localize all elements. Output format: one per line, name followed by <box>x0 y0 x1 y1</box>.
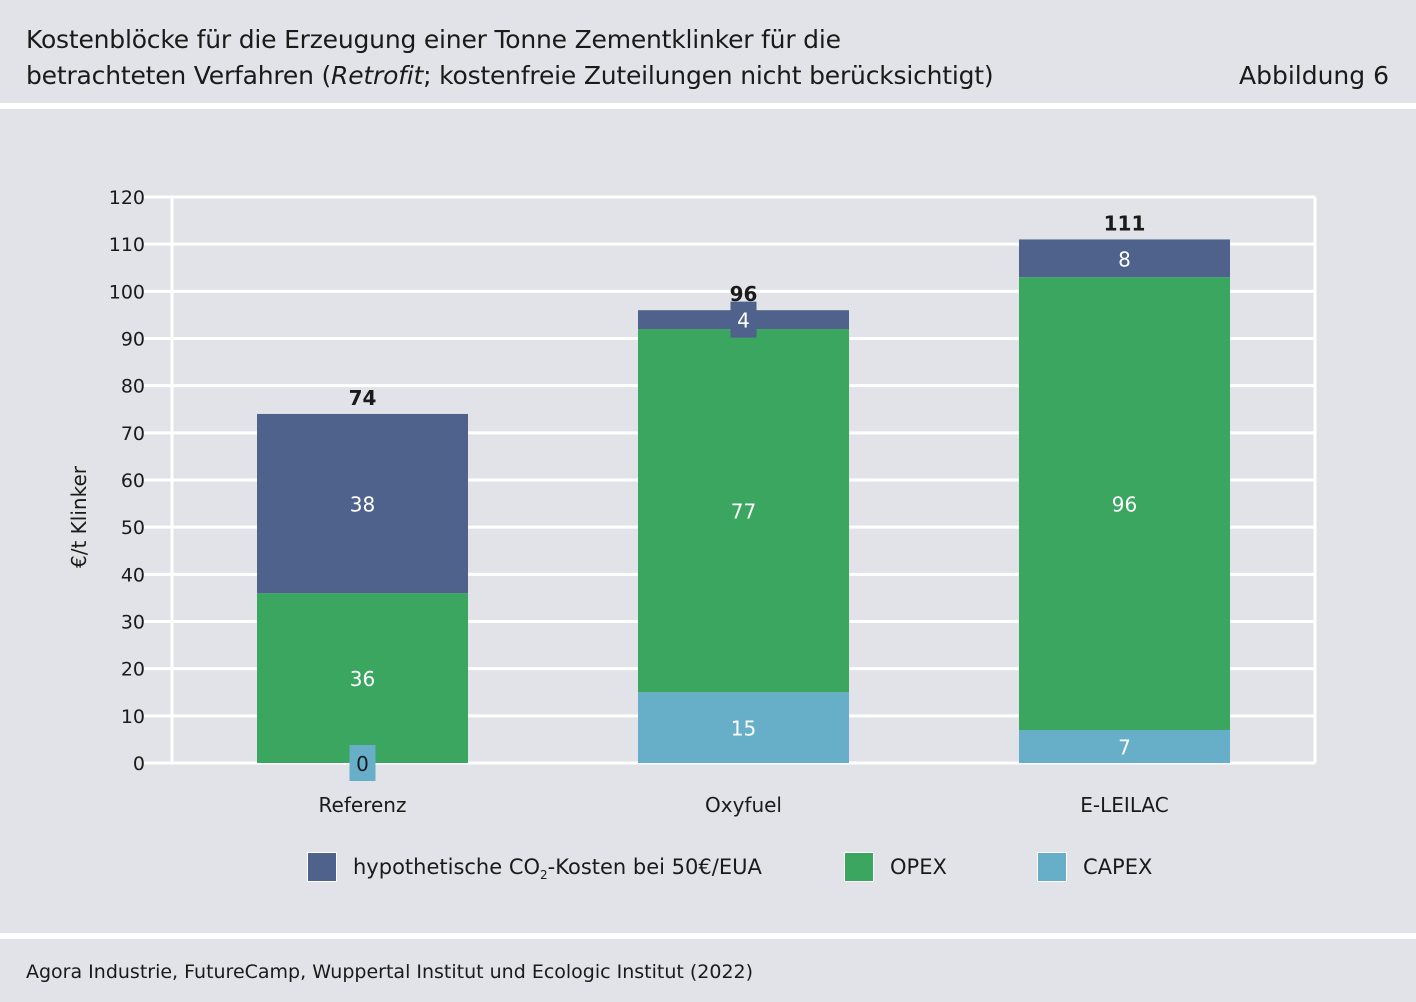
legend-co2-pre: hypothetische CO <box>353 855 541 879</box>
x-category-label: Referenz <box>319 793 407 817</box>
figure-number: Abbildung 6 <box>1238 61 1389 90</box>
bar-total-label: 111 <box>1104 211 1146 235</box>
x-category-label: E-LEILAC <box>1080 793 1168 817</box>
segment-value-label: 8 <box>1118 247 1131 271</box>
segment-value-label: 77 <box>731 500 756 524</box>
footer-band <box>0 939 1416 1002</box>
segment-value-label: 96 <box>1112 493 1137 517</box>
legend-co2-post: -Kosten bei 50€/EUA <box>547 855 762 879</box>
legend-label-opex: OPEX <box>890 855 947 879</box>
header-band <box>0 0 1416 103</box>
legend-swatch-opex <box>844 852 874 882</box>
legend-label-co2: hypothetische CO2-Kosten bei 50€/EUA <box>353 855 762 882</box>
y-tick-label: 90 <box>121 329 145 351</box>
y-tick-label: 30 <box>121 612 145 634</box>
y-tick-label: 80 <box>121 376 145 398</box>
y-tick-label: 20 <box>121 659 145 681</box>
y-tick-label: 50 <box>121 517 145 539</box>
legend-item-capex: CAPEX <box>1037 851 1152 883</box>
y-tick-label: 60 <box>121 470 145 492</box>
segment-value-label: 4 <box>737 309 750 333</box>
segment-value-label: 7 <box>1118 735 1131 759</box>
bar-segment <box>1019 239 1230 278</box>
y-tick-label: 40 <box>121 564 145 586</box>
bar-layer <box>257 239 1230 763</box>
label-layer: 01020304050607080901001101200363874Refer… <box>109 187 1169 817</box>
legend-label-capex: CAPEX <box>1083 855 1153 879</box>
bar-segment <box>638 329 849 693</box>
segment-value-label: 38 <box>350 493 375 517</box>
title-line-2-post: ; kostenfreie Zuteilungen nicht berücksi… <box>423 61 994 90</box>
title-line-2-italic: Retrofit <box>331 61 424 90</box>
title-line-1: Kostenblöcke für die Erzeugung einer Ton… <box>26 25 841 54</box>
segment-value-label: 36 <box>350 667 375 691</box>
bar-total-label: 74 <box>349 386 377 410</box>
source-note: Agora Industrie, FutureCamp, Wuppertal I… <box>26 961 754 983</box>
legend-item-co2: hypothetische CO2-Kosten bei 50€/EUA <box>307 851 762 883</box>
figure-title: Kostenblöcke für die Erzeugung einer Ton… <box>26 22 1126 94</box>
bar-segment <box>257 593 468 763</box>
segment-label-tag <box>349 745 376 781</box>
segment-value-label: 15 <box>731 717 756 741</box>
bar-segment <box>1019 277 1230 730</box>
y-tick-label: 120 <box>109 187 145 209</box>
bar-segment <box>257 413 468 594</box>
title-line-2-pre: betrachteten Verfahren ( <box>26 61 332 90</box>
legend-swatch-capex <box>1037 852 1067 882</box>
y-tick-label: 110 <box>109 234 145 256</box>
y-tick-label: 100 <box>109 281 145 303</box>
title-line-2: betrachteten Verfahren (Retrofit; kosten… <box>26 58 1126 94</box>
legend-item-opex: OPEX <box>844 851 947 883</box>
bar-segment <box>1019 729 1230 763</box>
y-tick-label: 70 <box>121 423 145 445</box>
bar-segment <box>638 692 849 763</box>
legend-co2-sub: 2 <box>540 868 548 882</box>
segment-label-tag <box>730 301 757 338</box>
legend-swatch-co2 <box>307 852 337 882</box>
y-tick-label: 10 <box>121 706 145 728</box>
x-category-label: Oxyfuel <box>705 793 782 817</box>
bar-total-label: 96 <box>730 282 758 306</box>
segment-value-label: 0 <box>356 752 369 776</box>
y-axis-label: €/t Klinker <box>67 465 91 568</box>
y-tick-label: 0 <box>133 753 145 775</box>
